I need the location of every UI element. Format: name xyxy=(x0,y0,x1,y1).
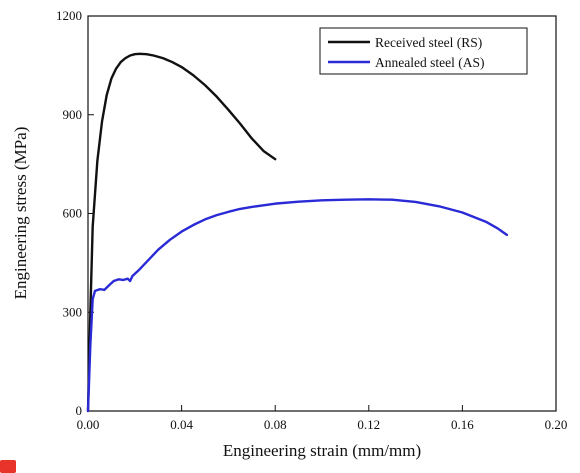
x-axis-title: Engineering strain (mm/mm) xyxy=(223,441,421,460)
x-tick-label: 0.16 xyxy=(451,417,474,432)
y-axis-ticks: 0 300 600 900 1200 xyxy=(56,8,94,418)
series-line-annealed-steel xyxy=(86,198,509,413)
plot-frame xyxy=(87,15,557,412)
y-tick-label: 600 xyxy=(63,206,83,221)
y-tick-label: 900 xyxy=(63,107,83,122)
x-axis-ticks: 0.00 0.04 0.08 0.12 0.16 0.20 xyxy=(77,405,568,432)
series-layer xyxy=(86,52,509,413)
y-axis-title: Engineering stress (MPa) xyxy=(11,127,30,300)
y-tick-label: 300 xyxy=(63,304,83,319)
legend-label-rs: Received steel (RS) xyxy=(375,35,482,50)
y-tick-label: 0 xyxy=(76,403,83,418)
x-tick-label: 0.04 xyxy=(170,417,193,432)
y-tick-label: 1200 xyxy=(56,8,82,23)
series-line-received-steel xyxy=(86,52,277,413)
x-tick-label: 0.20 xyxy=(545,417,568,432)
x-tick-label: 0.00 xyxy=(77,417,100,432)
legend: Received steel (RS) Annealed steel (AS) xyxy=(319,27,528,75)
legend-label-as: Annealed steel (AS) xyxy=(375,55,484,70)
x-tick-label: 0.12 xyxy=(357,417,380,432)
x-tick-label: 0.08 xyxy=(264,417,287,432)
legend-box xyxy=(319,27,528,75)
corner-marker-icon xyxy=(0,460,16,473)
stress-strain-chart: 0.00 0.04 0.08 0.12 0.16 0.20 03006009001200 … xyxy=(11,8,568,460)
